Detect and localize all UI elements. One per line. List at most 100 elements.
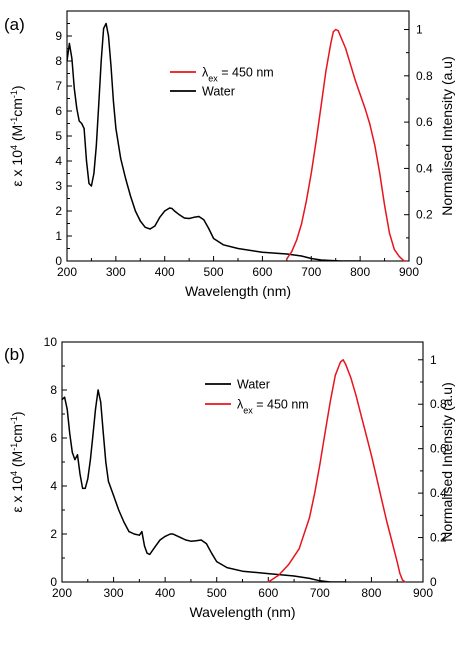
data-point xyxy=(365,434,367,436)
data-point xyxy=(376,477,378,479)
data-point xyxy=(178,214,180,216)
data-point xyxy=(102,432,104,434)
data-point xyxy=(100,60,102,62)
data-point xyxy=(320,105,322,107)
data-point xyxy=(103,27,105,30)
data-point xyxy=(349,63,351,65)
data-point xyxy=(61,399,63,401)
x-tick-label: 900 xyxy=(399,265,419,279)
data-point xyxy=(401,579,403,581)
data-point xyxy=(164,535,166,538)
data-point xyxy=(329,581,331,583)
data-point xyxy=(222,244,224,246)
y-axis-title-part: 4 xyxy=(9,145,19,150)
data-point xyxy=(83,127,85,130)
data-point xyxy=(89,459,91,461)
data-point xyxy=(172,533,174,535)
y-tick-label: 3 xyxy=(55,179,62,193)
data-point xyxy=(381,499,383,501)
data-point xyxy=(399,572,401,574)
data-point xyxy=(171,207,173,210)
y-tick-label: 7 xyxy=(55,79,62,93)
data-point xyxy=(134,210,136,212)
data-point xyxy=(332,31,334,33)
data-point xyxy=(384,204,386,206)
data-point xyxy=(216,561,218,563)
x-tick-label: 900 xyxy=(413,586,433,600)
x-tick-label: 600 xyxy=(252,265,272,279)
data-point xyxy=(154,225,156,227)
data-point xyxy=(300,223,303,225)
y-tick-label: 6 xyxy=(50,431,57,445)
y-axis-title-part: ) xyxy=(9,85,25,90)
data-point xyxy=(355,394,357,396)
x-tick-label: 700 xyxy=(310,586,330,600)
data-point xyxy=(90,185,92,187)
data-point xyxy=(314,492,316,494)
y-axis-title-part: (M xyxy=(9,125,25,145)
data-point xyxy=(324,432,326,434)
data-point xyxy=(174,534,177,536)
data-point xyxy=(241,570,244,572)
data-point xyxy=(300,255,303,257)
series-line-absorbance xyxy=(62,389,346,582)
data-point xyxy=(198,215,200,218)
data-point xyxy=(112,100,114,102)
y-tick-label: 0 xyxy=(50,575,57,589)
data-point xyxy=(74,459,76,461)
data-point xyxy=(169,207,171,209)
data-point xyxy=(87,478,89,480)
data-point xyxy=(95,145,97,147)
data-point xyxy=(398,255,400,257)
legend-label-part: ex xyxy=(208,74,218,84)
chart-panel-a: 200 300 400 500 600 700 800 900012345678900.20.… xyxy=(4,10,455,299)
data-point xyxy=(310,172,312,174)
data-point xyxy=(334,374,336,376)
y-tick-label: 0 xyxy=(55,254,62,268)
y-axis-title-part: ) xyxy=(9,411,25,416)
data-point xyxy=(340,35,342,38)
data-point xyxy=(360,414,362,416)
y2-tick-label: 0 xyxy=(430,575,437,589)
data-point xyxy=(337,30,339,32)
y-tick-label: 5 xyxy=(55,129,62,143)
y-axis-title-part: -1 xyxy=(9,90,19,98)
data-point xyxy=(354,79,356,81)
data-point xyxy=(66,408,68,410)
data-point xyxy=(73,87,75,90)
data-point xyxy=(71,451,73,453)
data-point xyxy=(310,257,312,260)
x-tick-label: 800 xyxy=(361,586,381,600)
data-point xyxy=(203,219,205,221)
data-point xyxy=(319,580,321,582)
chart-panel-b: 200 300 400 500 600 700 800 900024681000.20.40.… xyxy=(4,335,455,620)
data-point xyxy=(113,495,115,497)
legend-label-part: Water xyxy=(237,378,270,392)
legend-label: λex = 450 nm xyxy=(237,398,309,416)
data-point xyxy=(92,435,94,437)
y-axis-title: ε x 104 (M-1cm-1) xyxy=(9,411,25,512)
legend-label: λex = 450 nm xyxy=(202,66,274,84)
y2-tick-label: 0.2 xyxy=(416,208,433,222)
legend-label-part: Water xyxy=(202,85,235,99)
data-point xyxy=(129,195,132,197)
data-point xyxy=(159,539,161,541)
data-point xyxy=(288,563,290,565)
data-point xyxy=(211,552,213,554)
data-point xyxy=(364,107,366,109)
data-point xyxy=(195,540,197,542)
x-tick-label: 700 xyxy=(301,265,321,279)
data-point xyxy=(64,396,66,398)
data-point xyxy=(388,232,391,234)
data-point xyxy=(97,389,99,391)
data-point xyxy=(315,140,317,142)
data-point xyxy=(76,454,79,456)
y-tick-label: 4 xyxy=(50,479,57,493)
data-point xyxy=(267,581,269,583)
x-tick-label: 500 xyxy=(207,586,227,600)
legend-label-part: λ xyxy=(237,398,244,412)
x-tick-label: 800 xyxy=(350,265,370,279)
data-point xyxy=(190,540,192,542)
data-point xyxy=(164,210,166,212)
